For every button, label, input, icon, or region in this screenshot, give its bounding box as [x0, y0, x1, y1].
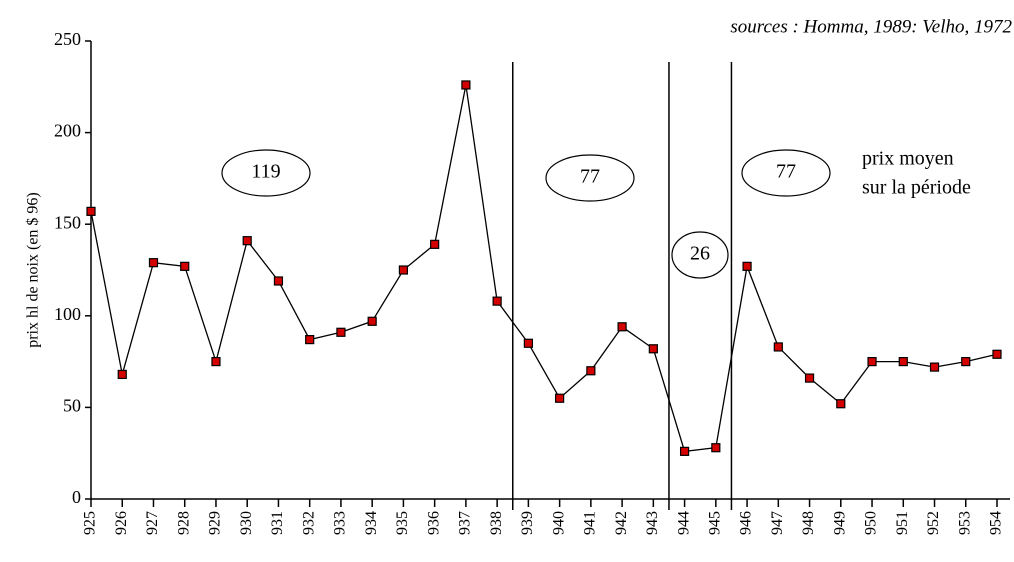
x-tick-label: 953	[956, 511, 973, 535]
period-label: 26	[690, 243, 710, 265]
x-tick-label: 935	[394, 511, 411, 535]
y-tick-label: 50	[63, 396, 81, 416]
y-tick-label: 150	[54, 212, 81, 232]
marker	[148, 258, 159, 268]
y-axis-label: prix hl de noix (en $ 96)	[25, 192, 42, 348]
x-tick-label: 928	[175, 511, 192, 535]
x-tick-label: 937	[457, 511, 474, 535]
x-tick-label: 948	[800, 511, 817, 535]
marker	[773, 342, 783, 352]
x-tick-label: 952	[925, 511, 942, 535]
marker	[336, 327, 346, 337]
x-tick-label: 946	[738, 511, 755, 535]
marker	[742, 261, 752, 271]
x-tick-label: 929	[207, 511, 224, 535]
marker	[617, 322, 627, 332]
marker	[430, 239, 440, 249]
annotation: sur la période	[862, 177, 971, 199]
period-oval	[671, 231, 729, 279]
marker	[492, 296, 502, 306]
x-tick-label: 925	[82, 511, 99, 535]
marker	[961, 357, 971, 367]
source: sources : Homma, 1989: Velho, 1972	[730, 16, 1012, 37]
marker	[461, 80, 471, 90]
x-tick-label: 932	[300, 511, 317, 535]
x-tick-label: 940	[550, 511, 567, 535]
period-oval	[545, 154, 635, 202]
x-tick-label: 926	[113, 511, 130, 535]
x-tick-label: 954	[988, 511, 1005, 535]
marker	[305, 335, 315, 345]
period-label: 119	[251, 161, 280, 183]
x-tick-label: 939	[519, 511, 536, 535]
x-tick-label: 933	[332, 511, 349, 535]
marker	[929, 362, 940, 372]
x-tick-label: 943	[644, 511, 661, 535]
y-tick-label: 0	[72, 487, 81, 507]
marker	[804, 373, 815, 383]
x-tick-label: 930	[238, 511, 255, 535]
x-tick-label: 931	[269, 511, 286, 535]
period-oval	[221, 149, 311, 197]
marker	[523, 338, 533, 348]
x-tick-label: 944	[675, 511, 692, 535]
marker	[586, 366, 596, 376]
y-tick-label: 100	[54, 304, 81, 324]
x-tick-label: 938	[488, 511, 505, 535]
x-tick-label: 927	[144, 511, 161, 535]
x-tick-label: 934	[363, 511, 380, 535]
marker	[992, 349, 1002, 359]
marker	[836, 399, 846, 409]
x-tick-label: 950	[863, 511, 880, 535]
period-label: 77	[580, 166, 600, 188]
marker	[180, 261, 190, 271]
period-oval	[741, 149, 831, 197]
x-tick-label: 945	[706, 511, 723, 535]
series-line	[90, 84, 998, 453]
marker	[648, 344, 658, 354]
marker	[679, 446, 690, 456]
marker	[273, 276, 284, 286]
annotation: prix moyen	[862, 148, 954, 170]
marker	[898, 357, 908, 367]
x-tick-label: 936	[425, 511, 442, 535]
x-tick-label: 951	[894, 511, 911, 535]
x-tick-label: 947	[769, 511, 786, 535]
marker	[555, 393, 565, 403]
marker	[398, 265, 409, 275]
marker	[367, 316, 377, 326]
y-tick-label: 250	[54, 29, 81, 49]
x-tick-label: 942	[613, 511, 630, 535]
period-label: 77	[776, 161, 796, 183]
marker	[242, 236, 252, 246]
y-tick-label: 200	[54, 121, 81, 141]
x-tick-label: 941	[582, 511, 599, 535]
marker	[211, 357, 221, 367]
marker	[867, 357, 877, 367]
marker	[711, 443, 721, 453]
x-tick-label: 949	[831, 511, 848, 535]
marker	[86, 206, 96, 216]
marker	[117, 369, 127, 380]
